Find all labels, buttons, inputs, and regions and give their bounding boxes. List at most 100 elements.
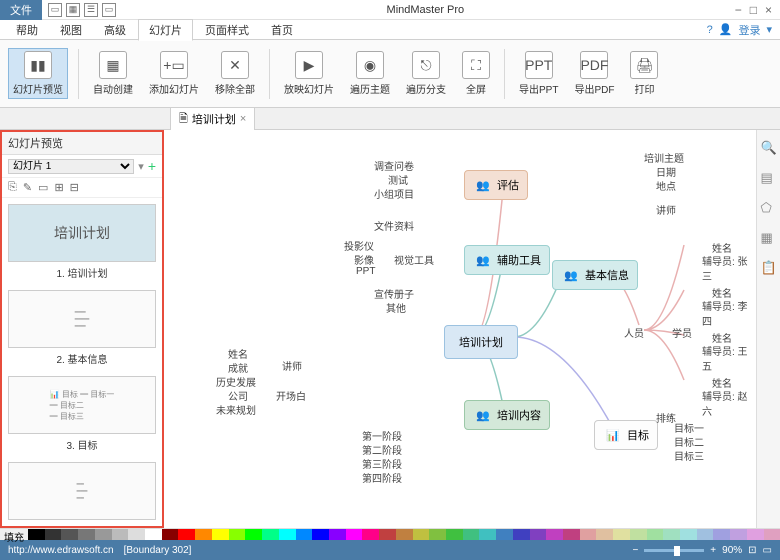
ribbon-btn-0[interactable]: ▮▮幻灯片预览 (8, 48, 68, 99)
mindmap-text[interactable]: 目标一 (674, 420, 704, 435)
mindmap-node[interactable]: 👥培训内容 (464, 400, 550, 430)
tool-icon-5[interactable]: ⊟ (70, 181, 79, 194)
slide-thumb-3[interactable]: ━━━━━━━ (8, 462, 156, 520)
login-link[interactable]: 登录 (738, 22, 760, 38)
color-swatch[interactable] (28, 529, 45, 540)
mindmap-text[interactable]: 第二阶段 (362, 442, 402, 457)
user-icon[interactable]: 👤 (719, 23, 733, 36)
color-swatch[interactable] (95, 529, 112, 540)
close-icon[interactable]: × (765, 3, 772, 17)
tool-icon-4[interactable]: ⊞ (54, 181, 63, 194)
ribbon-btn-2[interactable]: +▭添加幻灯片 (145, 49, 203, 98)
tool-icon-1[interactable]: ⎘ (8, 181, 17, 194)
mindmap-text[interactable]: PPT (356, 266, 375, 277)
ribbon-btn-3[interactable]: ✕移除全部 (211, 49, 259, 98)
ribbon-btn-1[interactable]: ▦自动创建 (89, 49, 137, 98)
ribbon-tab-0[interactable]: 首页 (261, 20, 303, 40)
color-swatch[interactable] (128, 529, 145, 540)
color-swatch[interactable] (296, 529, 313, 540)
color-swatch[interactable] (112, 529, 129, 540)
clipboard-icon[interactable]: 📋 (761, 260, 777, 276)
add-slide-icon[interactable]: + (148, 158, 156, 174)
color-swatch[interactable] (429, 529, 446, 540)
mindmap-text[interactable]: 辅导员: 李四 (702, 298, 756, 328)
help-icon[interactable]: ? (707, 24, 713, 36)
minimize-icon[interactable]: − (735, 3, 742, 17)
mindmap-text[interactable]: 讲师 (656, 202, 676, 217)
qa-icon-4[interactable]: ▭ (102, 3, 116, 17)
color-swatch[interactable] (663, 529, 680, 540)
mindmap-text[interactable]: 辅导员: 张三 (702, 253, 756, 283)
color-swatch[interactable] (212, 529, 229, 540)
color-swatch[interactable] (647, 529, 664, 540)
color-swatch[interactable] (45, 529, 62, 540)
mindmap-text[interactable]: 日期 (656, 164, 676, 179)
ribbon-tab-4[interactable]: 视图 (50, 20, 92, 40)
color-swatch[interactable] (580, 529, 597, 540)
file-menu-button[interactable]: 文件 (0, 0, 42, 20)
ribbon-tab-3[interactable]: 高级 (94, 20, 136, 40)
palette-icon[interactable]: ▦ (761, 230, 777, 246)
color-swatch[interactable] (346, 529, 363, 540)
color-swatch[interactable] (61, 529, 78, 540)
color-swatch[interactable] (530, 529, 547, 540)
document-tab[interactable]: 🗎 培训计划 × (170, 107, 255, 131)
maximize-icon[interactable]: □ (750, 3, 757, 17)
mindmap-text[interactable]: 第四阶段 (362, 470, 402, 485)
color-swatch[interactable] (312, 529, 329, 540)
color-swatch[interactable] (379, 529, 396, 540)
fit-icon[interactable]: ⊡ (748, 545, 756, 556)
mindmap-text[interactable]: 未来规划 (216, 402, 256, 417)
ribbon-tab-5[interactable]: 帮助 (6, 20, 48, 40)
color-swatch[interactable] (697, 529, 714, 540)
color-swatch[interactable] (613, 529, 630, 540)
mindmap-text[interactable]: 辅导员: 赵六 (702, 388, 756, 418)
color-swatch[interactable] (396, 529, 413, 540)
mindmap-text[interactable]: 其他 (386, 300, 406, 315)
mindmap-text[interactable]: 讲师 (282, 358, 302, 373)
color-swatch[interactable] (630, 529, 647, 540)
mindmap-text[interactable]: 开场白 (276, 388, 306, 403)
color-swatch[interactable] (713, 529, 730, 540)
zoom-in-icon[interactable]: + (710, 545, 716, 556)
mindmap-text[interactable]: 小组项目 (374, 186, 414, 201)
mindmap-text[interactable]: 辅导员: 王五 (702, 343, 756, 373)
dropdown-icon[interactable]: ▾ (766, 23, 772, 36)
slide-thumb-2[interactable]: 📊 目标 ━ 目标一━ 目标二━ 目标三3. 目标 (8, 376, 156, 452)
tool-icon-2[interactable]: ✎ (23, 181, 32, 194)
ribbon-tab-1[interactable]: 页面样式 (195, 20, 259, 40)
color-swatch[interactable] (764, 529, 780, 540)
color-swatch[interactable] (78, 529, 95, 540)
color-swatch[interactable] (229, 529, 246, 540)
color-swatch[interactable] (680, 529, 697, 540)
color-swatch[interactable] (463, 529, 480, 540)
status-url[interactable]: http://www.edrawsoft.cn (8, 545, 114, 556)
ribbon-btn-4[interactable]: ▶放映幻灯片 (280, 49, 338, 98)
doc-tab-close-icon[interactable]: × (240, 113, 246, 125)
ribbon-btn-8[interactable]: PPT导出PPT (515, 49, 562, 98)
mindmap-text[interactable]: 目标二 (674, 434, 704, 449)
mindmap-text[interactable]: 地点 (656, 178, 676, 193)
search-icon[interactable]: 🔍 (761, 140, 777, 156)
mindmap-text[interactable]: 目标三 (674, 448, 704, 463)
dropdown-icon[interactable]: ▾ (138, 160, 144, 173)
ribbon-btn-6[interactable]: ⎋遍历分支 (402, 49, 450, 98)
mindmap-text[interactable]: 文件资料 (374, 218, 414, 233)
mindmap-node[interactable]: 📊目标 (594, 420, 658, 450)
color-swatch[interactable] (245, 529, 262, 540)
ribbon-btn-10[interactable]: 🖨打印 (626, 49, 662, 98)
color-swatch[interactable] (730, 529, 747, 540)
color-swatch[interactable] (178, 529, 195, 540)
mindmap-text[interactable]: 历史发展 (216, 374, 256, 389)
color-swatch[interactable] (413, 529, 430, 540)
mindmap-node[interactable]: 👥基本信息 (552, 260, 638, 290)
color-swatch[interactable] (279, 529, 296, 540)
shape-icon[interactable]: ⬠ (761, 200, 777, 216)
mindmap-text[interactable]: 视觉工具 (394, 252, 434, 267)
color-swatch[interactable] (596, 529, 613, 540)
mindmap-node[interactable]: 👥辅助工具 (464, 245, 550, 275)
mindmap-text[interactable]: 排练 (656, 410, 676, 425)
slide-selector[interactable]: 幻灯片 1 (8, 159, 134, 174)
mindmap-text[interactable]: 调查问卷 (374, 158, 414, 173)
color-swatch[interactable] (262, 529, 279, 540)
